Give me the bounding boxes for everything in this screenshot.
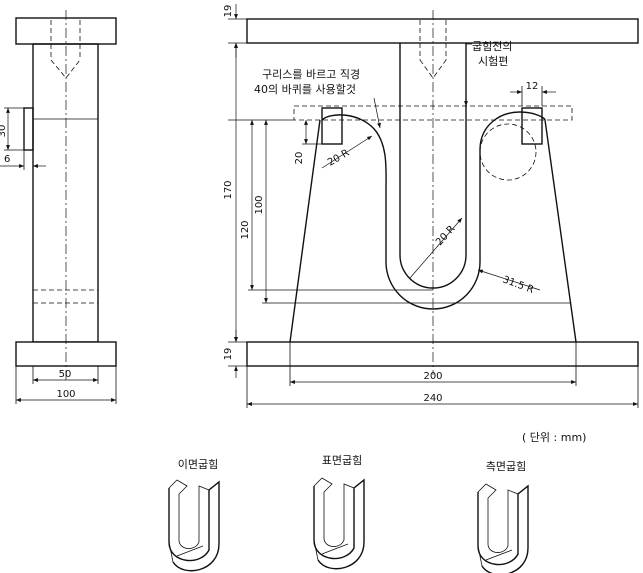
dim-r20-left: 20 R [326,148,351,169]
right-roller-block [521,107,543,145]
flat-specimen [293,105,573,121]
dim-170: 170 [223,180,234,199]
specimen-illustrations: 이면굽힘 표면굽힘 측면굽힘 [168,454,529,573]
side-column [32,43,99,343]
dim-r20-inner-line [409,217,463,279]
plunger [399,43,467,289]
specimen-label-side: 측면굽힘 [486,460,526,473]
grease-leader [373,97,381,129]
left-roller-block [321,107,343,145]
dim-120: 120 [240,220,251,239]
dim-12: 12 [526,81,539,92]
front-bottom-plate [246,341,639,367]
dim-200: 200 [423,371,442,382]
dim-20: 20 [294,152,305,165]
dim-bottom-19: 19 [223,348,234,361]
specimen-label-root: 이면굽힘 [178,458,218,471]
right-roller-hidden [479,123,537,181]
specimen-note-line2: 시험편 [478,55,508,68]
dim-top-19: 19 [223,5,234,18]
side-hidden-bolt-tip [50,59,81,79]
u-specimen-icon-side [477,483,529,573]
dim-r31-5: 31.5 R [501,274,535,295]
u-specimen-icon-face [313,477,365,570]
specimen-leader [464,43,472,106]
dim-side-100: 100 [56,389,75,400]
dim-side-30: 30 [0,125,8,138]
dim-r20-left-line [321,135,373,169]
dim-240: 240 [423,393,442,404]
specimen-note-line1: 굽힘전의 [472,40,512,53]
side-specimen-stub [23,107,34,151]
dim-r31-5-line [477,269,541,291]
front-view: 19 170 120 100 19 20 20 R 20 R 31.5 R [223,4,639,408]
u-specimen-icon-root [168,479,220,572]
specimen-label-face: 표면굽힘 [322,454,362,467]
grease-note-line1: 구리스를 바르고 직경 [262,68,360,81]
unit-note: ( 단위 : mm) [522,431,586,444]
side-view: 30 6 50 100 [0,10,117,404]
grease-note-line2: 40의 바퀴를 사용할것 [254,83,356,96]
front-top-plate [246,18,639,44]
dim-side-6: 6 [4,154,10,165]
dim-side-50: 50 [59,369,72,380]
dim-100: 100 [254,195,265,214]
bent-specimen [321,111,546,310]
die-body [289,119,577,343]
